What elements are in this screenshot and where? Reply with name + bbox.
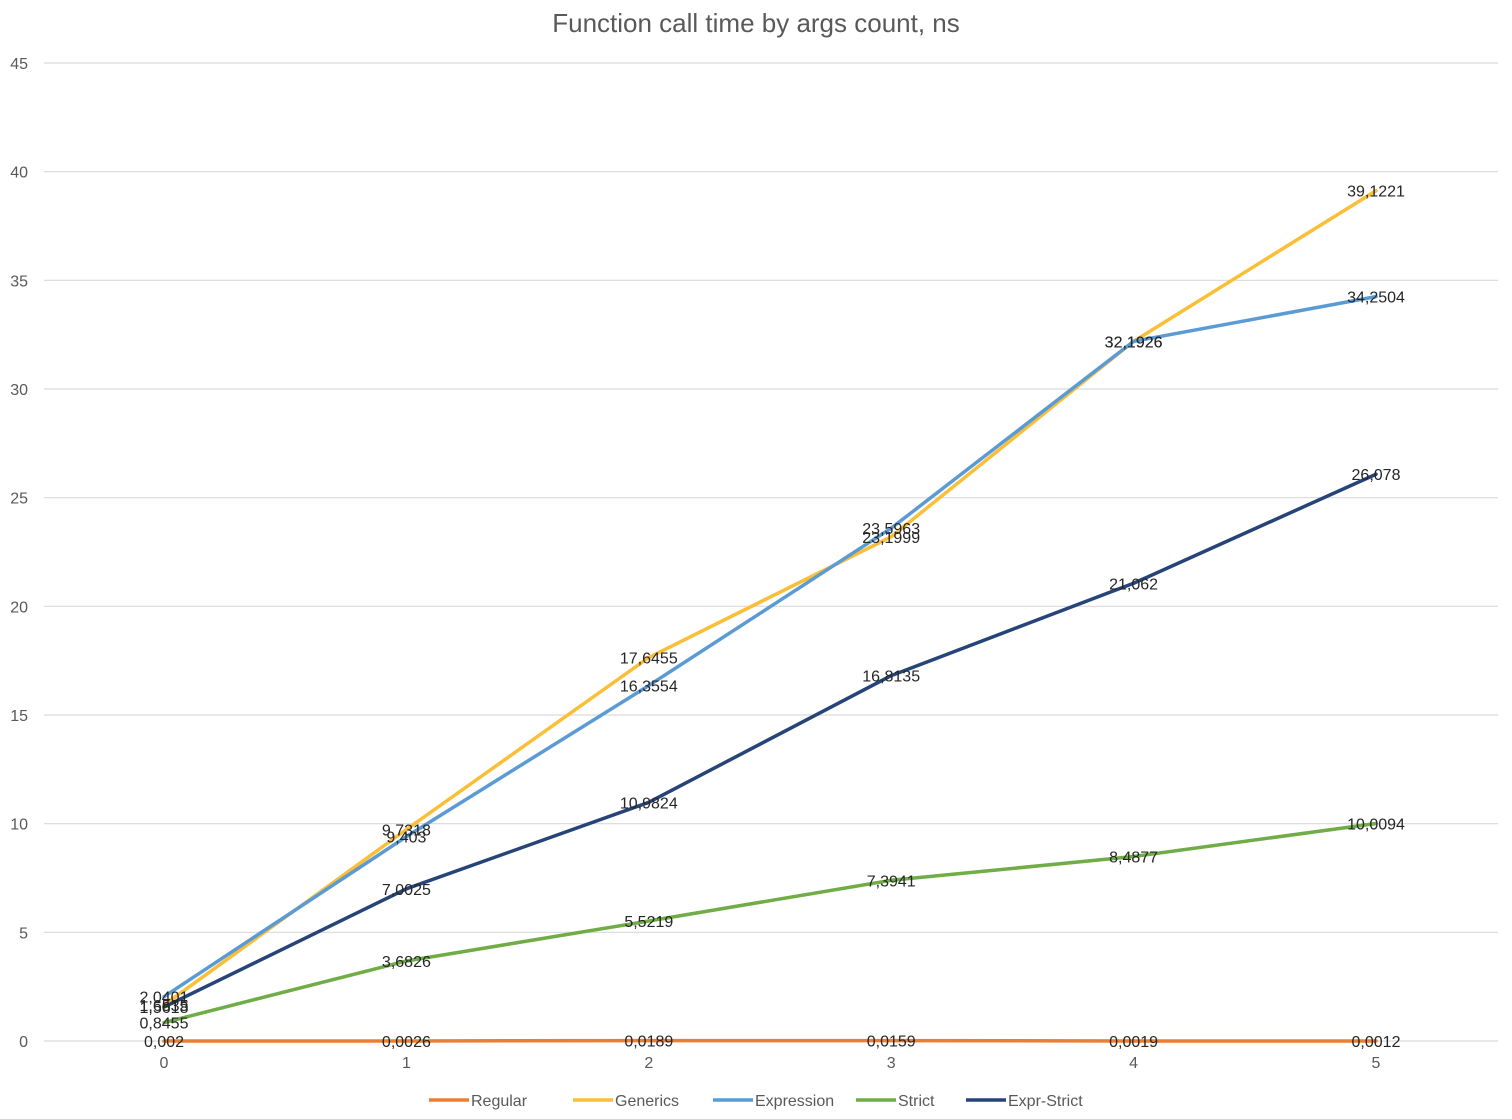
data-label: 39,1221 — [1347, 184, 1405, 201]
data-label: 32,1926 — [1105, 334, 1163, 351]
y-tick-label: 40 — [10, 165, 28, 182]
data-label: 34,2504 — [1347, 290, 1405, 307]
data-label: 0,002 — [144, 1034, 184, 1051]
gridlines — [44, 62, 1498, 1042]
series-line-generics — [162, 188, 1378, 1007]
y-tick-label: 0 — [19, 1034, 28, 1051]
legend-entry: Strict — [898, 1093, 935, 1110]
y-tick-label: 25 — [10, 491, 28, 508]
data-label: 2,0401 — [140, 990, 189, 1007]
series-line-strict — [162, 821, 1378, 1025]
data-label: 0,8455 — [140, 1016, 189, 1033]
data-label: 16,3554 — [620, 679, 678, 696]
data-label: 10,9824 — [620, 795, 678, 812]
x-tick-label: 1 — [402, 1055, 411, 1072]
data-label: 1,6535 — [140, 998, 189, 1015]
series-lines — [162, 188, 1378, 1043]
y-tick-label: 10 — [10, 817, 28, 834]
legend-entry: Expr-Strict — [1008, 1093, 1083, 1110]
data-label: 9,403 — [386, 830, 426, 847]
data-label: 0,0012 — [1352, 1034, 1401, 1051]
x-axis-ticks: 0 1 2 3 4 5 — [160, 1055, 1381, 1072]
data-label: 26,078 — [1352, 467, 1401, 484]
x-tick-label: 2 — [644, 1055, 653, 1072]
data-label: 1,5618 — [140, 1000, 189, 1017]
series-line-expression — [162, 294, 1378, 999]
x-tick-label: 3 — [887, 1055, 896, 1072]
chart-title: Function call time by args count, ns — [552, 8, 960, 38]
legend-entry: Generics — [615, 1093, 679, 1110]
data-label: 9,7318 — [382, 822, 431, 839]
data-label: 3,6826 — [382, 954, 431, 971]
data-label: 0,0189 — [624, 1034, 673, 1051]
y-tick-label: 30 — [10, 382, 28, 399]
y-tick-label: 35 — [10, 273, 28, 290]
data-label: 0,0019 — [1109, 1034, 1158, 1051]
data-label: 21,062 — [1109, 576, 1158, 593]
data-label: 16,8135 — [862, 669, 920, 686]
data-label: 23,5963 — [862, 521, 920, 538]
legend: Regular Generics Expression Strict Expr-Stri… — [429, 1093, 1083, 1110]
y-tick-label: 5 — [19, 925, 28, 942]
data-label: 7,3941 — [867, 873, 916, 890]
y-tick-label: 15 — [10, 708, 28, 725]
legend-entry: Regular — [471, 1093, 528, 1110]
data-label: 0,0159 — [867, 1034, 916, 1051]
x-tick-label: 5 — [1372, 1055, 1381, 1072]
data-label: 10,0094 — [1347, 816, 1405, 833]
x-tick-label: 0 — [160, 1055, 169, 1072]
series-line-expr-strict — [162, 472, 1378, 1009]
legend-entry: Expression — [755, 1093, 834, 1110]
data-label: 23,1999 — [862, 530, 920, 547]
y-axis-ticks: 0 5 10 15 20 25 30 35 40 45 — [10, 56, 28, 1051]
data-label: 0,0026 — [382, 1034, 431, 1051]
x-tick-label: 4 — [1129, 1055, 1138, 1072]
data-label: 7,0025 — [382, 882, 431, 899]
y-tick-label: 45 — [10, 56, 28, 73]
data-label: 5,5219 — [624, 914, 673, 931]
data-label: 8,4877 — [1109, 850, 1158, 867]
data-label: 32,1926 — [1105, 334, 1163, 351]
data-label: 17,6455 — [620, 651, 678, 668]
y-tick-label: 20 — [10, 599, 28, 616]
data-labels: 0,002 0,0026 0,0189 0,0159 0,0019 0,0012 1,653… — [140, 184, 1405, 1051]
